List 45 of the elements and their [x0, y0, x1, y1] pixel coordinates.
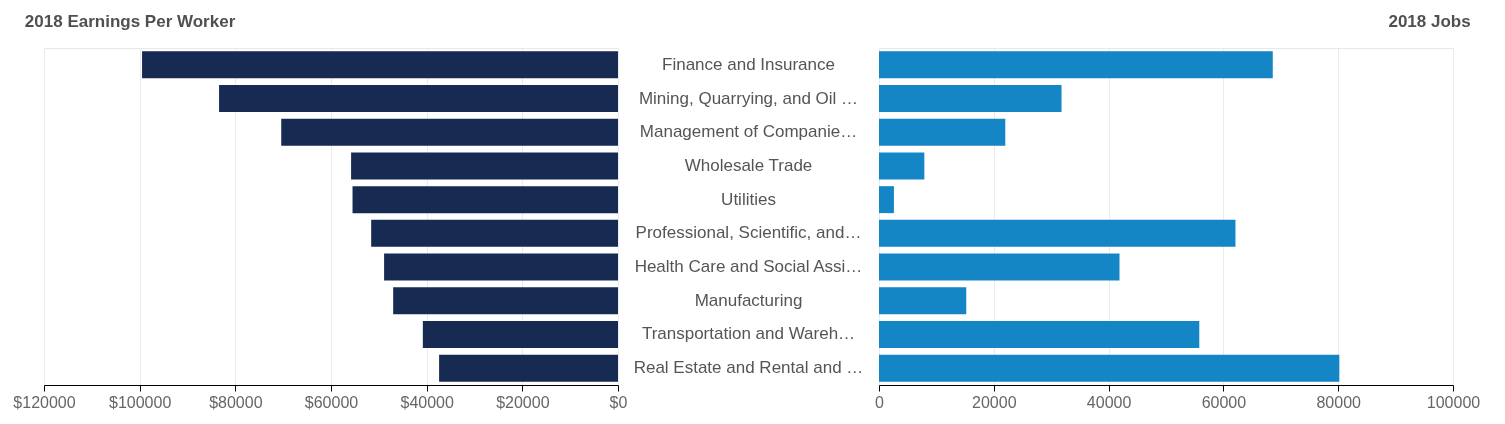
x-tick-label: $120000	[13, 393, 76, 411]
bar	[142, 51, 618, 79]
x-tick-label: 60000	[1201, 393, 1247, 411]
bar	[219, 85, 618, 113]
chart-title: 2018 Earnings Per Worker	[24, 12, 236, 31]
y-tick-label: Utilities	[721, 189, 776, 209]
bar	[351, 152, 618, 180]
bar	[352, 186, 618, 214]
x-tick-label: $20000	[496, 393, 550, 411]
x-tick-label: $0	[609, 393, 628, 411]
bar	[879, 354, 1340, 382]
y-tick-label: Mining, Quarrying, and Oil …	[638, 88, 859, 108]
bar	[879, 118, 1006, 146]
y-tick-label: Wholesale Trade	[684, 155, 813, 175]
y-tick-label: Manufacturing	[694, 290, 803, 310]
x-tick-label: $40000	[400, 393, 454, 411]
bar	[393, 287, 618, 315]
bar	[439, 354, 618, 382]
x-tick-label: 0	[875, 393, 885, 411]
x-tick-label: 100000	[1426, 393, 1481, 411]
y-tick-label: Health Care and Social Assi…	[634, 257, 863, 277]
chart-title: 2018 Jobs	[1388, 12, 1471, 31]
y-tick-label: Real Estate and Rental and …	[633, 358, 864, 378]
bar	[879, 85, 1062, 113]
x-tick-label: 40000	[1086, 393, 1132, 411]
bar	[879, 51, 1273, 79]
bar	[384, 253, 618, 281]
y-tick-label: Professional, Scientific, and…	[635, 223, 862, 243]
bar	[879, 320, 1200, 348]
x-tick-label: 20000	[972, 393, 1017, 411]
y-tick-label: Transportation and Wareh…	[641, 324, 856, 344]
bar	[879, 253, 1120, 281]
y-tick-label: Management of Companie…	[639, 122, 858, 142]
bar	[879, 186, 894, 214]
x-tick-label: $100000	[109, 393, 172, 411]
x-tick-label: $80000	[209, 393, 263, 411]
bar	[281, 118, 618, 146]
bar	[879, 152, 925, 180]
x-tick-label: $60000	[304, 393, 359, 411]
x-tick-label: 80000	[1316, 393, 1362, 411]
bar	[422, 320, 618, 348]
y-tick-label: Finance and Insurance	[662, 54, 835, 74]
bar	[371, 219, 618, 247]
bar	[879, 219, 1236, 247]
bar	[879, 287, 967, 315]
